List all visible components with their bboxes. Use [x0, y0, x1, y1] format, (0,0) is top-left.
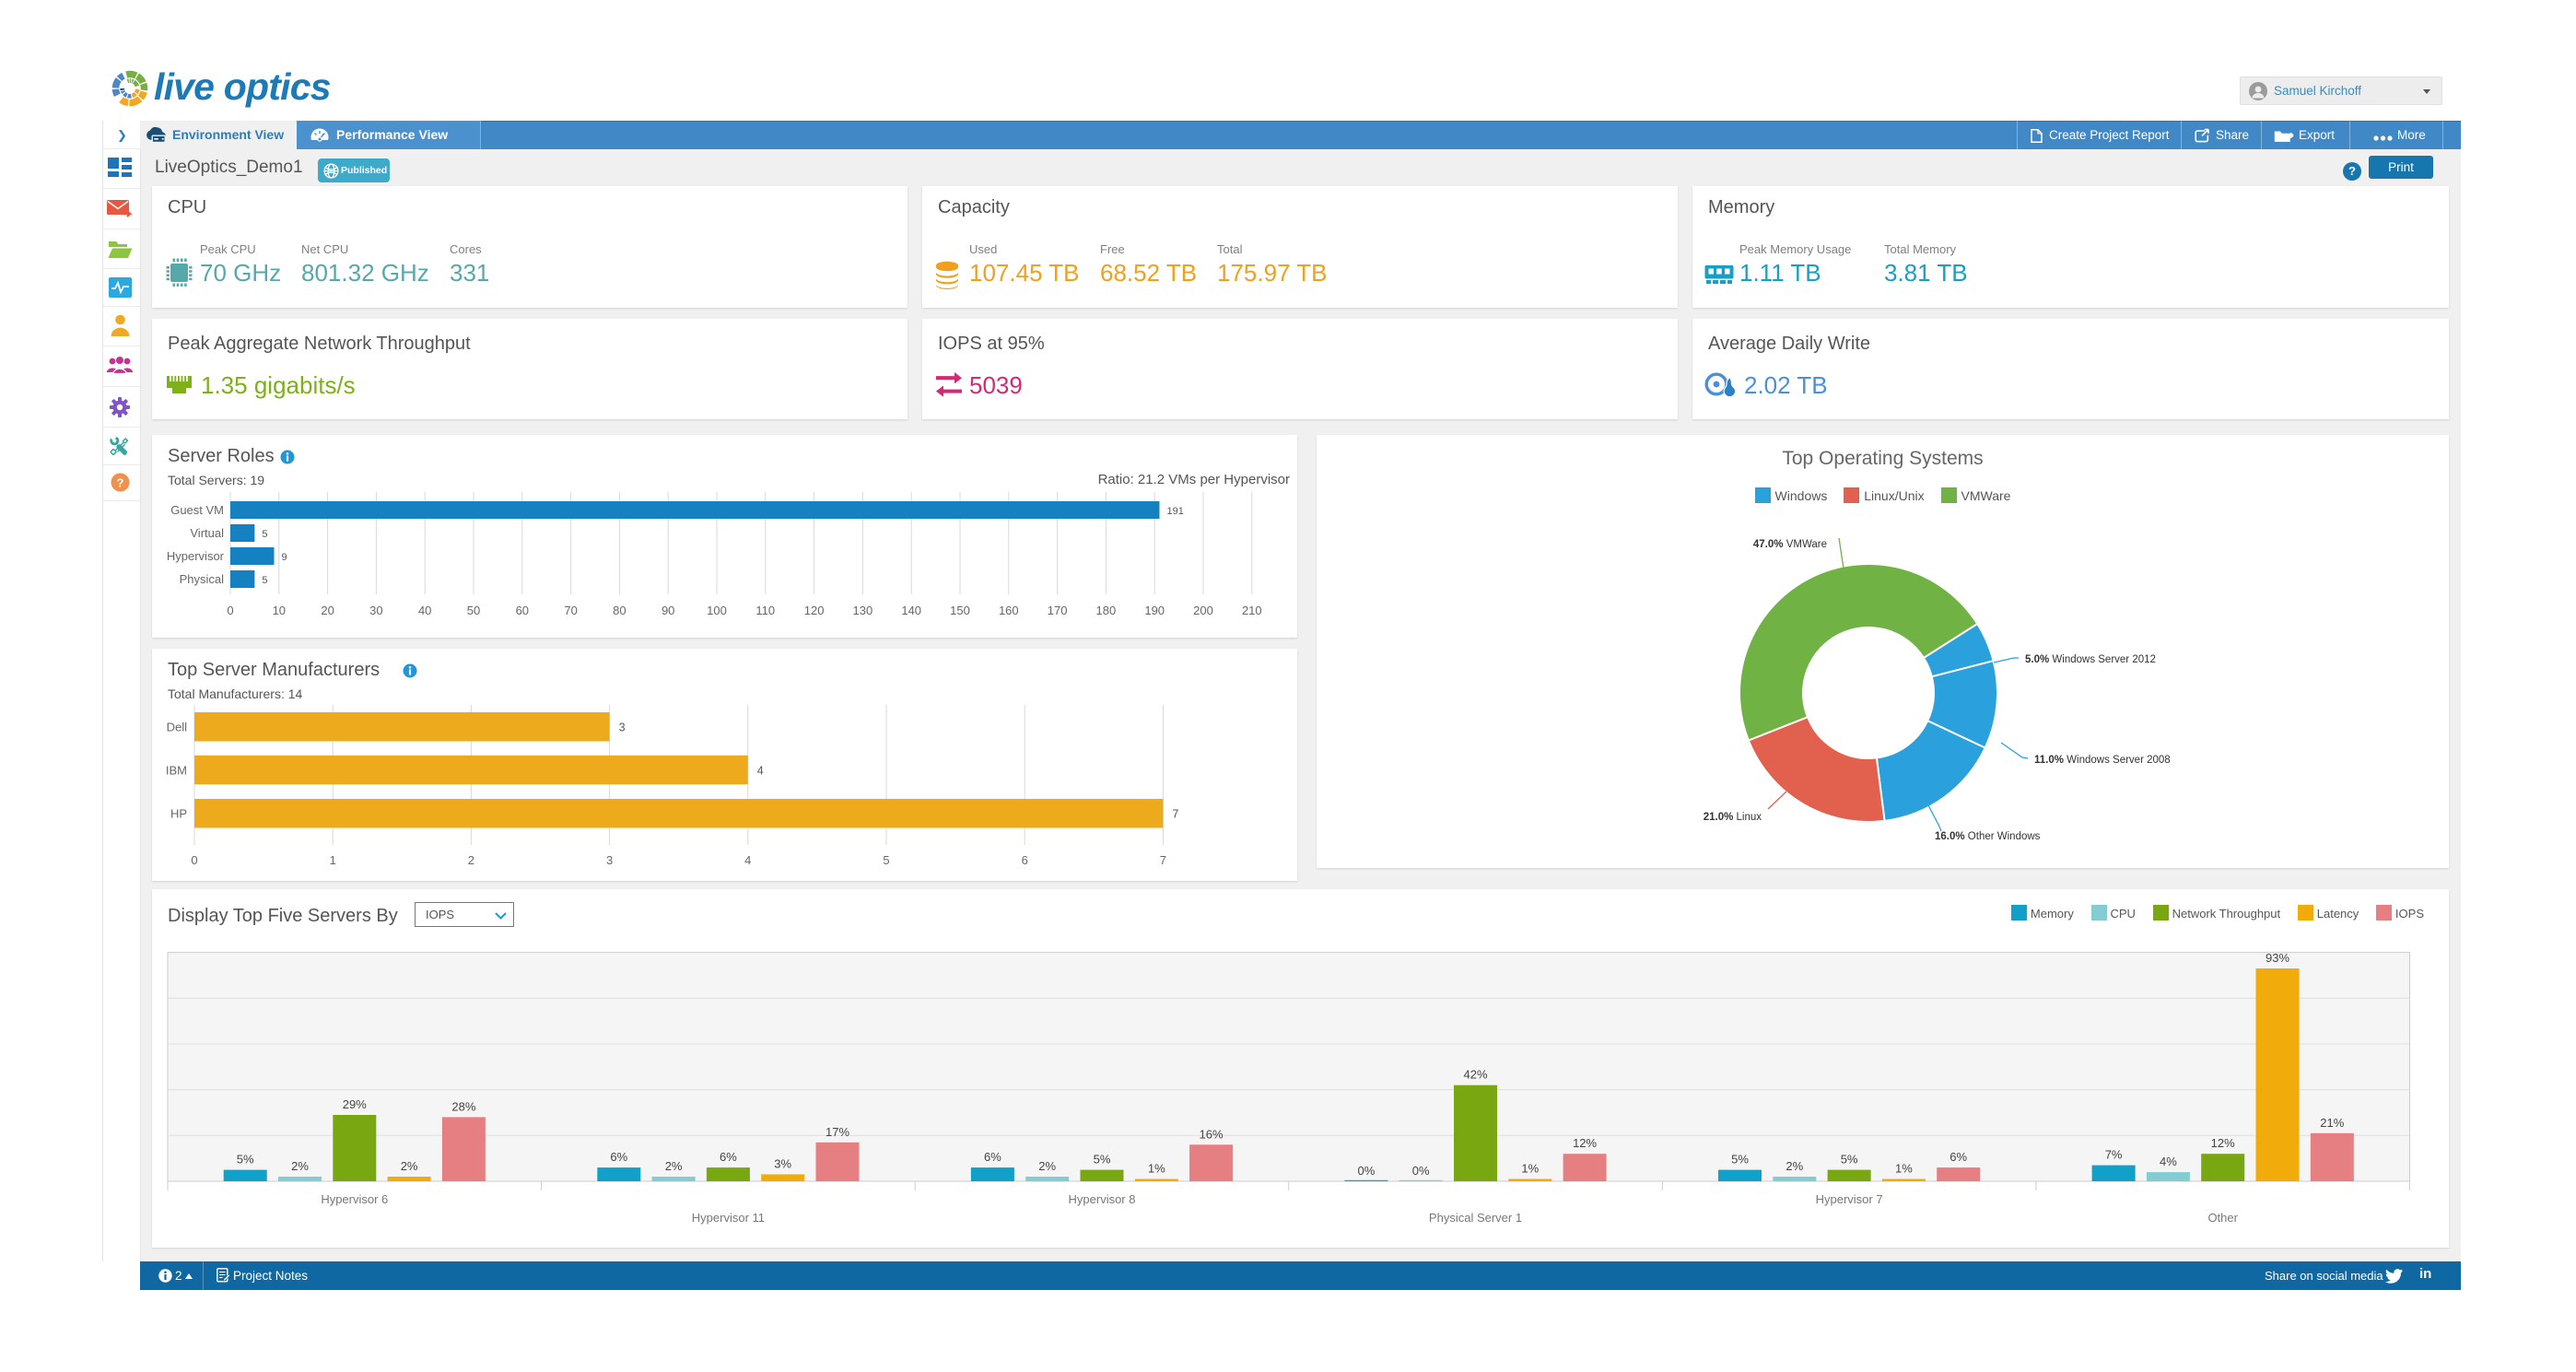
- svg-text:140: 140: [901, 604, 921, 617]
- svg-text:Hypervisor 7: Hypervisor 7: [1816, 1192, 1883, 1206]
- svg-text:28%: 28%: [451, 1099, 475, 1113]
- svg-text:80: 80: [613, 604, 626, 617]
- svg-text:21%: 21%: [2320, 1116, 2344, 1130]
- svg-text:21.0% Linux: 21.0% Linux: [1704, 812, 1762, 823]
- svg-text:29%: 29%: [343, 1097, 367, 1111]
- svg-text:6%: 6%: [1950, 1150, 1967, 1164]
- svg-text:Physical: Physical: [180, 572, 225, 586]
- svg-text:70: 70: [564, 604, 577, 617]
- svg-text:6%: 6%: [984, 1150, 1001, 1164]
- svg-text:12%: 12%: [2211, 1136, 2235, 1150]
- svg-text:20: 20: [321, 604, 334, 617]
- svg-text:4%: 4%: [2160, 1155, 2177, 1168]
- svg-text:1: 1: [330, 853, 336, 867]
- svg-text:0%: 0%: [1412, 1164, 1430, 1178]
- svg-text:47.0% VMWare: 47.0% VMWare: [1753, 539, 1827, 550]
- svg-text:10: 10: [273, 604, 286, 617]
- svg-text:130: 130: [853, 604, 873, 617]
- svg-text:12%: 12%: [1573, 1136, 1597, 1150]
- svg-text:0%: 0%: [1358, 1164, 1376, 1178]
- svg-text:2%: 2%: [1038, 1159, 1056, 1173]
- svg-text:2%: 2%: [665, 1159, 683, 1173]
- svg-text:180: 180: [1096, 604, 1117, 617]
- svg-text:Hypervisor 8: Hypervisor 8: [1069, 1192, 1136, 1206]
- svg-text:6%: 6%: [610, 1150, 627, 1164]
- svg-text:120: 120: [804, 604, 825, 617]
- svg-text:Physical Server 1: Physical Server 1: [1429, 1211, 1522, 1225]
- svg-text:Hypervisor: Hypervisor: [167, 549, 225, 563]
- svg-text:100: 100: [707, 604, 727, 617]
- svg-text:Dell: Dell: [167, 721, 188, 734]
- svg-text:160: 160: [999, 604, 1019, 617]
- svg-text:4: 4: [757, 764, 764, 777]
- svg-text:16%: 16%: [1200, 1127, 1224, 1141]
- svg-text:17%: 17%: [825, 1125, 849, 1139]
- svg-text:1%: 1%: [1148, 1162, 1165, 1176]
- svg-text:5%: 5%: [1094, 1153, 1111, 1167]
- svg-text:5.0% Windows Server 2012: 5.0% Windows Server 2012: [2025, 654, 2156, 665]
- svg-text:Hypervisor 11: Hypervisor 11: [692, 1211, 765, 1225]
- svg-text:191: 191: [1167, 506, 1184, 517]
- svg-text:50: 50: [467, 604, 480, 617]
- svg-text:Virtual: Virtual: [190, 526, 224, 540]
- svg-text:HP: HP: [170, 807, 187, 821]
- svg-text:5: 5: [262, 529, 267, 540]
- svg-text:93%: 93%: [2266, 951, 2289, 965]
- svg-text:110: 110: [755, 604, 775, 617]
- svg-text:0: 0: [191, 853, 197, 867]
- svg-text:2: 2: [468, 853, 474, 867]
- svg-text:5%: 5%: [1841, 1153, 1858, 1167]
- svg-text:4: 4: [744, 853, 751, 867]
- svg-text:30: 30: [369, 604, 382, 617]
- svg-text:170: 170: [1048, 604, 1068, 617]
- svg-text:42%: 42%: [1463, 1068, 1487, 1082]
- svg-text:5: 5: [883, 853, 889, 867]
- svg-text:190: 190: [1144, 604, 1165, 617]
- svg-text:60: 60: [516, 604, 529, 617]
- svg-text:3: 3: [619, 721, 626, 734]
- svg-text:2%: 2%: [1786, 1159, 1803, 1173]
- svg-text:IBM: IBM: [166, 763, 187, 777]
- svg-text:9: 9: [282, 552, 287, 563]
- svg-text:7%: 7%: [2105, 1148, 2123, 1162]
- svg-text:0: 0: [227, 604, 233, 617]
- svg-text:2%: 2%: [291, 1159, 309, 1173]
- svg-text:5: 5: [262, 575, 267, 586]
- svg-text:7: 7: [1172, 808, 1178, 821]
- svg-text:90: 90: [662, 604, 674, 617]
- svg-text:?: ?: [117, 475, 124, 489]
- svg-text:2%: 2%: [401, 1159, 418, 1173]
- svg-text:Other: Other: [2207, 1211, 2238, 1225]
- svg-text:11.0% Windows Server 2008: 11.0% Windows Server 2008: [2034, 755, 2171, 766]
- svg-text:1%: 1%: [1895, 1162, 1913, 1176]
- svg-text:3%: 3%: [774, 1157, 791, 1171]
- svg-text:5%: 5%: [237, 1153, 254, 1167]
- svg-text:40: 40: [418, 604, 431, 617]
- svg-text:Hypervisor 6: Hypervisor 6: [321, 1192, 388, 1206]
- svg-text:210: 210: [1242, 604, 1262, 617]
- svg-text:5%: 5%: [1731, 1153, 1749, 1167]
- svg-text:6: 6: [1022, 853, 1028, 867]
- svg-text:3: 3: [606, 853, 613, 867]
- svg-text:1%: 1%: [1521, 1162, 1539, 1176]
- svg-text:150: 150: [950, 604, 970, 617]
- svg-text:16.0% Other Windows: 16.0% Other Windows: [1935, 831, 2041, 842]
- svg-text:Guest VM: Guest VM: [170, 503, 224, 517]
- svg-text:6%: 6%: [720, 1150, 737, 1164]
- svg-text:200: 200: [1193, 604, 1213, 617]
- svg-text:7: 7: [1160, 853, 1166, 867]
